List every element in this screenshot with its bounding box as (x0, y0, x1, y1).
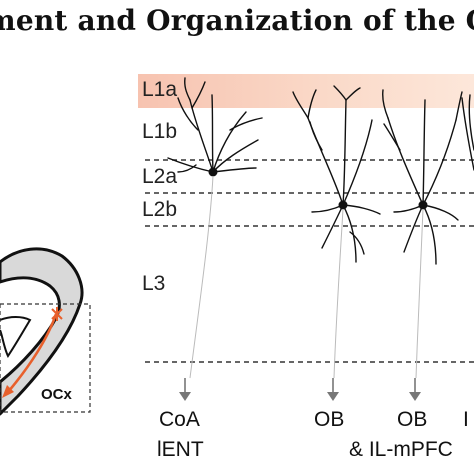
inset-label-ocx: OCx (41, 386, 72, 403)
inset-dashed-box (0, 303, 91, 413)
target-label-coa: CoA (159, 408, 200, 431)
figure-title: ment and Organization of the O (0, 4, 474, 37)
arrow-ob1-head (327, 392, 339, 401)
neuron-4-partial (461, 94, 474, 171)
inset-cortex-outline (0, 247, 84, 416)
neuron-3-axon (415, 208, 424, 379)
projection-arrows (179, 378, 421, 401)
neuron-2 (292, 85, 381, 263)
target-label-ob-1: OB (314, 408, 345, 431)
neuron-2-soma (338, 200, 348, 210)
arrow-coa-head (179, 392, 191, 401)
layer-boundaries (145, 159, 474, 363)
neuron-3 (382, 89, 463, 265)
target-label-lent: lENT (157, 438, 204, 461)
l1a-band (138, 74, 474, 108)
arrow-ob2-head (409, 392, 421, 401)
neuron-2-axon (333, 208, 344, 379)
layer-label-l3: L3 (142, 272, 166, 295)
inset-inner-contour (0, 316, 32, 358)
inset-axon-trajectory (7, 313, 58, 393)
neuron-1-soma (208, 167, 218, 177)
target-label-cut: I (463, 408, 469, 431)
layer-label-l1a: L1a (142, 78, 178, 101)
inset-soma-star (51, 307, 63, 321)
layer-label-l2a: L2a (142, 165, 178, 188)
neuron-3-soma (418, 200, 428, 210)
target-label-il-mpfc: & IL-mPFC (349, 438, 453, 461)
layer-label-l1b: L1b (142, 120, 178, 143)
target-label-ob-2: OB (397, 408, 428, 431)
inset-axon-arrowhead (2, 385, 14, 398)
neuron-1 (167, 77, 263, 173)
layer-label-l2b: L2b (142, 198, 178, 221)
neuron-1-axon (189, 175, 214, 379)
